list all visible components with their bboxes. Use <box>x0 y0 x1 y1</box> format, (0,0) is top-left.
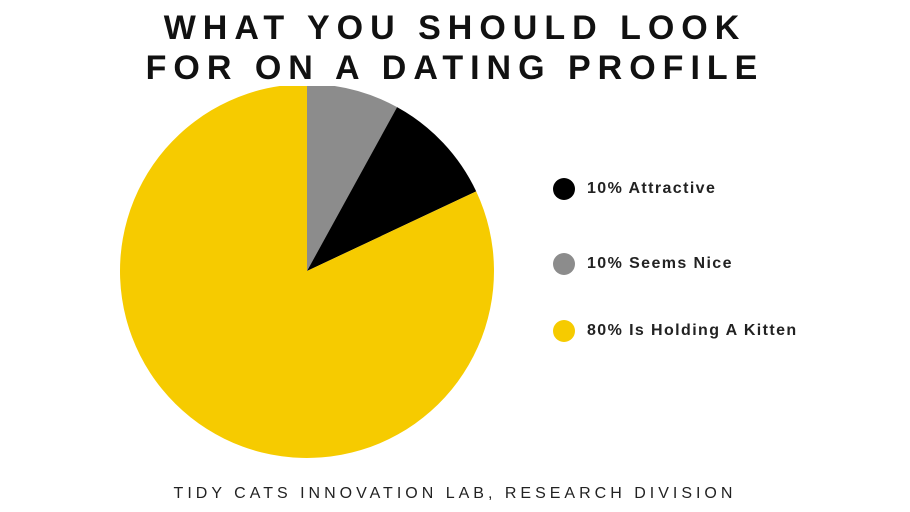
footer-credit: TIDY CATS INNOVATION LAB, RESEARCH DIVIS… <box>173 485 737 502</box>
legend-item-attractive: 10% Attractive <box>553 176 853 202</box>
legend-label-seems-nice: 10% Seems Nice <box>587 255 733 272</box>
legend-swatch-holding-kitten <box>553 320 575 342</box>
legend-item-seems-nice: 10% Seems Nice <box>553 251 853 277</box>
pie-slice-80-is-holding-a-kitten <box>119 86 494 458</box>
pie-slice-10-attractive <box>307 107 477 271</box>
legend-swatch-attractive <box>553 178 575 200</box>
chart-title-line-2: FOR ON A DATING PROFILE <box>145 49 765 87</box>
legend-item-holding-kitten: 80% Is Holding A Kitten <box>553 318 853 344</box>
legend-label-holding-kitten: 80% Is Holding A Kitten <box>587 322 798 339</box>
pie-chart <box>119 86 494 458</box>
chart-title: WHAT YOU SHOULD LOOK FOR ON A DATING PRO… <box>0 8 910 88</box>
chart-title-line-1: WHAT YOU SHOULD LOOK <box>163 9 747 47</box>
pie-slice-10-seems-nice <box>307 86 398 271</box>
legend-label-attractive: 10% Attractive <box>587 180 717 197</box>
legend-swatch-seems-nice <box>553 253 575 275</box>
